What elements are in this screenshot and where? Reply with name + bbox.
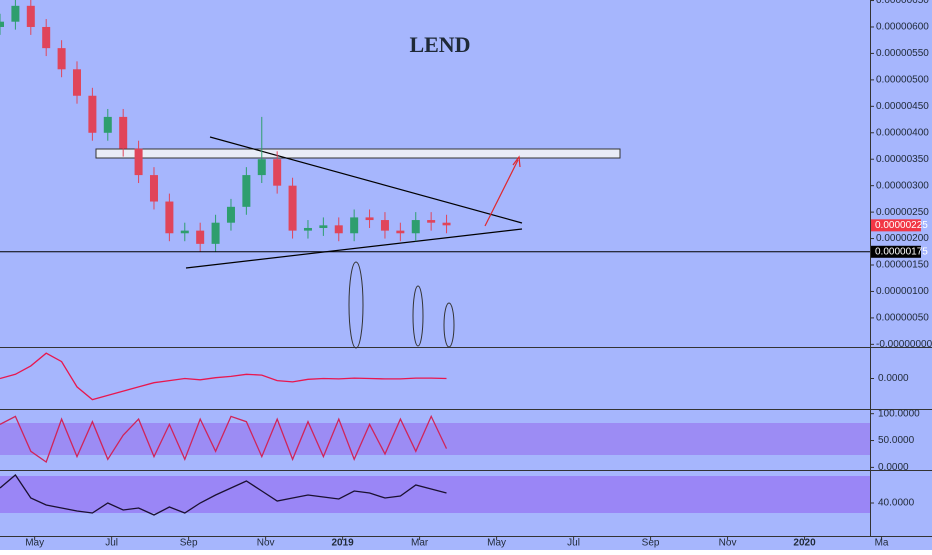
price-label: 0.00000175 bbox=[875, 246, 928, 257]
y-tick-label: 0.00000050 bbox=[876, 313, 929, 324]
y-tick-label: 0.00000150 bbox=[876, 260, 929, 271]
y-tick-label: 0.00000100 bbox=[876, 286, 929, 297]
pane-tick-label: 100.0000 bbox=[878, 408, 920, 419]
candle-body bbox=[380, 220, 389, 231]
candle-body bbox=[411, 220, 420, 234]
y-tick-label: 0.00000550 bbox=[876, 48, 929, 59]
y-tick-label: 0.00000600 bbox=[876, 22, 929, 33]
candle-body bbox=[72, 69, 81, 96]
candle-body bbox=[242, 175, 251, 207]
rsi-band bbox=[0, 476, 870, 513]
x-tick-label: Jul bbox=[567, 538, 580, 549]
chart-title: LEND bbox=[409, 32, 470, 57]
trendline-lower bbox=[185, 228, 523, 269]
candle-body bbox=[396, 230, 405, 234]
candle-body bbox=[427, 220, 436, 223]
candle-body bbox=[288, 185, 297, 231]
y-tick-label: 0.00000350 bbox=[876, 154, 929, 165]
y-tick-label: 0.00000650 bbox=[876, 0, 929, 6]
price-label-box bbox=[871, 219, 921, 232]
candle-body bbox=[0, 21, 4, 27]
candle-body bbox=[11, 5, 20, 22]
candle-body bbox=[149, 175, 158, 202]
x-tick-label: Jul bbox=[105, 538, 118, 549]
y-tick-label: 0.00000450 bbox=[876, 101, 929, 112]
candle-body bbox=[180, 230, 189, 234]
candle-body bbox=[319, 225, 328, 228]
pane-tick-label: 50.0000 bbox=[878, 435, 915, 446]
y-tick-label: 0.00000500 bbox=[876, 75, 929, 86]
candle-body bbox=[196, 230, 205, 244]
x-tick-label: 2020 bbox=[793, 538, 816, 549]
resistance-zone bbox=[95, 148, 621, 159]
y-tick-label: 0.00000200 bbox=[876, 233, 929, 244]
candle-body bbox=[26, 5, 35, 27]
pane-tick-label: 40.0000 bbox=[878, 498, 915, 509]
pane-borders bbox=[0, 0, 932, 537]
candle-body bbox=[119, 116, 128, 149]
x-tick-label: Ma bbox=[875, 538, 889, 549]
candle-body bbox=[350, 217, 359, 234]
y-tick-label: 0.00000400 bbox=[876, 127, 929, 138]
candle-body bbox=[103, 116, 112, 133]
candle-body bbox=[365, 217, 374, 221]
x-tick-label: Mar bbox=[411, 538, 429, 549]
candle-body bbox=[303, 227, 312, 231]
candle-body bbox=[334, 225, 343, 234]
x-tick-label: Nov bbox=[719, 538, 737, 549]
x-tick-label: 2019 bbox=[331, 538, 354, 549]
pane-tick-label: 0.0000 bbox=[878, 462, 909, 473]
y-tick-label: -0.00000000 bbox=[876, 339, 932, 350]
candle-body bbox=[134, 148, 143, 176]
y-tick-label: 0.00000250 bbox=[876, 207, 929, 218]
price-label-box bbox=[871, 245, 921, 258]
x-tick-label: Nov bbox=[257, 538, 275, 549]
candle-body bbox=[273, 159, 282, 186]
price-label: 0.00000225 bbox=[875, 220, 928, 231]
candle-body bbox=[211, 222, 220, 244]
candle-body bbox=[442, 222, 451, 226]
stoch-band bbox=[0, 423, 870, 455]
candle-body bbox=[57, 48, 66, 70]
candle-body bbox=[165, 201, 174, 234]
arrow bbox=[484, 159, 519, 227]
volume-ellipses bbox=[348, 261, 455, 349]
arrow-head bbox=[512, 155, 521, 168]
x-tick-label: May bbox=[25, 538, 44, 549]
macd-line bbox=[0, 352, 447, 401]
candle-body bbox=[257, 159, 266, 176]
x-tick-label: Sep bbox=[642, 538, 660, 549]
stoch-line bbox=[0, 414, 448, 464]
pane-tick-label: 0.0000 bbox=[878, 373, 909, 384]
candle-body bbox=[88, 95, 97, 133]
candle-body bbox=[226, 206, 235, 223]
candle-body bbox=[42, 26, 51, 49]
y-tick-label: 0.00000300 bbox=[876, 180, 929, 191]
rsi-line bbox=[0, 474, 447, 516]
x-tick-label: Sep bbox=[180, 538, 198, 549]
x-tick-label: May bbox=[487, 538, 506, 549]
